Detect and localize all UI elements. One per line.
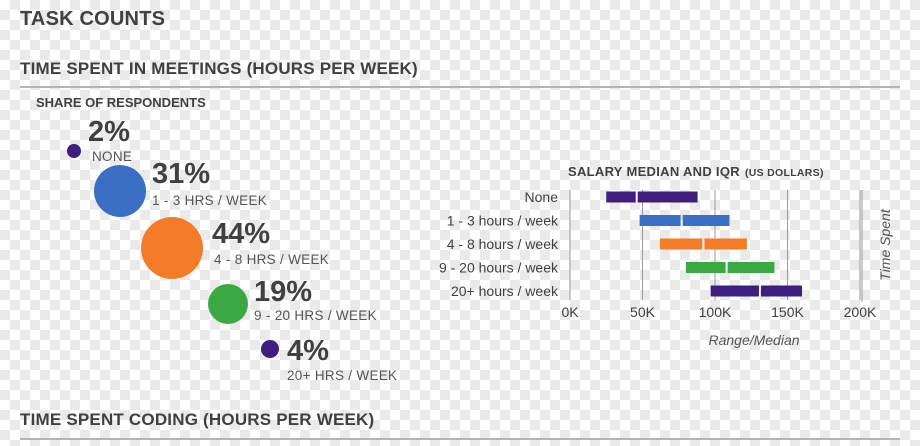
x-tick-label: 50K <box>630 304 656 320</box>
iqr-lower-bar <box>659 238 703 250</box>
share-label-none: NONE <box>92 149 133 164</box>
section-divider-bottom <box>20 438 900 440</box>
iqr-upper-bar <box>704 238 747 250</box>
share-label-9-20: 9 - 20 HRS / WEEK <box>254 308 377 323</box>
category-label: 1 - 3 hours / week <box>447 213 559 229</box>
share-pct-9-20: 19% <box>254 276 313 308</box>
iqr-lower-bar <box>710 285 759 297</box>
share-pct-none: 2% <box>88 116 130 148</box>
salary-chart: SALARY MEDIAN AND IQR (US DOLLARS) None 1 … <box>439 164 893 348</box>
bubble-9-20 <box>208 284 248 324</box>
iqr-upper-bar <box>727 262 775 273</box>
x-tick-label: 0K <box>561 304 579 320</box>
iqr-lower-bar <box>686 262 726 273</box>
category-label: 20+ hours / week <box>451 283 559 299</box>
x-tick-label: 100K <box>699 304 732 320</box>
y-axis-label: Time Spent <box>877 208 893 281</box>
iqr-upper-bar <box>637 191 698 203</box>
share-label-4-8: 4 - 8 HRS / WEEK <box>214 252 330 267</box>
share-label-20plus: 20+ HRS / WEEK <box>287 368 398 383</box>
share-label-1-3: 1 - 3 HRS / WEEK <box>152 193 268 208</box>
iqr-lower-bar <box>639 215 681 226</box>
bubble-none <box>67 144 81 158</box>
x-tick-label: 200K <box>844 304 877 320</box>
category-label: 4 - 8 hours / week <box>447 236 559 252</box>
chart-title: SALARY MEDIAN AND IQR (US DOLLARS) <box>568 164 824 179</box>
iqr-upper-bar <box>760 285 802 297</box>
chart-title-main: SALARY MEDIAN AND IQR <box>568 164 740 179</box>
share-pct-20plus: 4% <box>287 335 329 367</box>
share-title: SHARE OF RESPONDENTS <box>36 95 206 110</box>
section-title-meetings: TIME SPENT IN MEETINGS (HOURS PER WEEK) <box>20 59 418 78</box>
category-label: 9 - 20 hours / week <box>439 260 559 276</box>
category-label: None <box>525 189 559 205</box>
chart-title-suffix: (US DOLLARS) <box>745 167 824 179</box>
bubble-4-8 <box>141 217 203 279</box>
section-divider <box>20 86 900 88</box>
x-tick-label: 150K <box>771 304 804 320</box>
page-title: TASK COUNTS <box>20 8 166 30</box>
section-title-coding: TIME SPENT CODING (HOURS PER WEEK) <box>20 410 375 429</box>
share-pct-1-3: 31% <box>152 158 211 190</box>
share-pct-4-8: 44% <box>212 218 271 250</box>
bubble-20plus <box>261 340 279 358</box>
x-axis-label: Range/Median <box>708 332 799 348</box>
bubble-1-3 <box>94 165 146 217</box>
iqr-lower-bar <box>606 191 636 203</box>
iqr-upper-bar <box>682 215 730 226</box>
